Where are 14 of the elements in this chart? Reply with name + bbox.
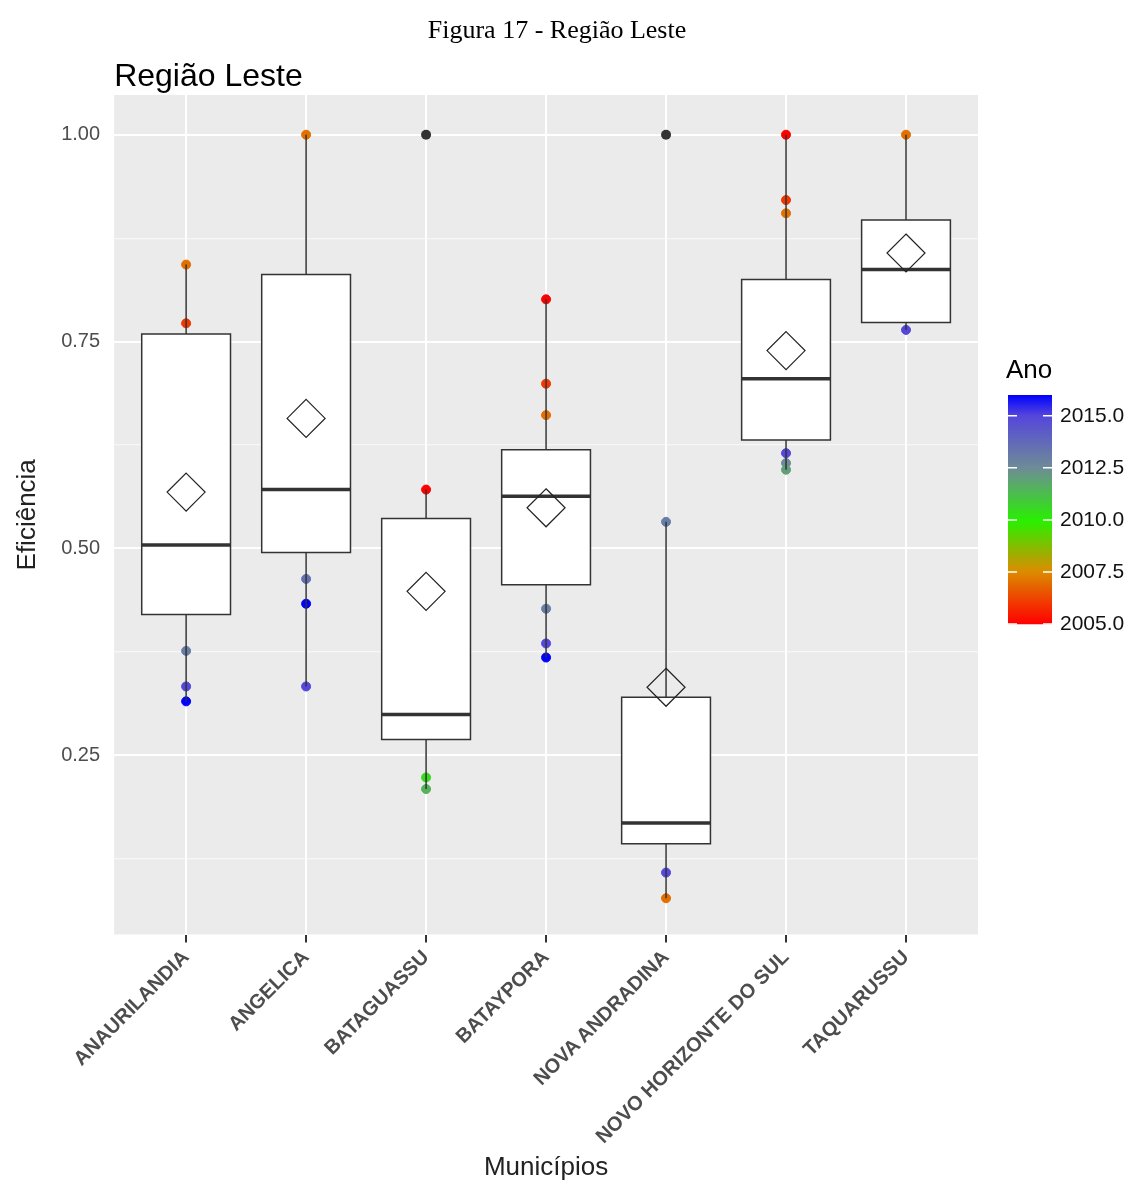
color-bar-label: 2015.0 <box>1060 402 1125 426</box>
x-axis-title: Municípios <box>483 1150 609 1181</box>
color-bar-label: 2005.0 <box>1060 610 1125 634</box>
y-tick-label: 1.00 <box>61 122 101 145</box>
y-tick-label: 0.75 <box>61 329 101 352</box>
color-bar-label: 2010.0 <box>1060 506 1125 530</box>
y-tick-label: 0.25 <box>61 742 101 765</box>
chart-title: Região Leste <box>114 57 303 93</box>
color-bar-label: 2012.5 <box>1060 454 1125 478</box>
text: Figura 17 - Região Leste <box>427 15 687 44</box>
color-bar-title: Ano <box>1006 354 1053 384</box>
y-axis-title: Eficiência <box>10 458 41 571</box>
color-bar-label: 2007.5 <box>1060 558 1125 582</box>
y-tick-label: 0.50 <box>61 535 101 558</box>
